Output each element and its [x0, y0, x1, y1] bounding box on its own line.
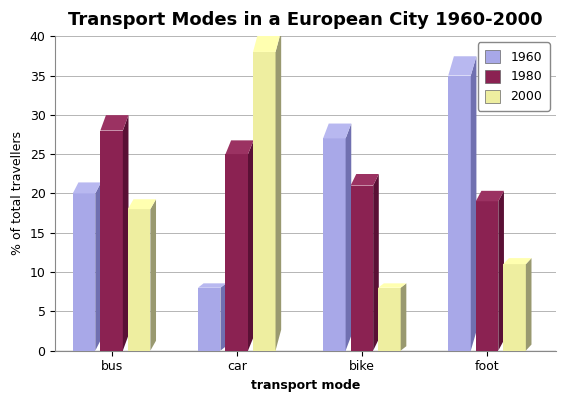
Bar	[100, 131, 123, 351]
Polygon shape	[471, 56, 476, 351]
Polygon shape	[476, 191, 504, 201]
Polygon shape	[123, 115, 129, 351]
Polygon shape	[95, 183, 101, 351]
Bar	[503, 264, 526, 351]
Bar	[323, 138, 346, 351]
Bar	[198, 288, 221, 351]
Bar	[350, 185, 373, 351]
Polygon shape	[100, 115, 129, 131]
Bar	[55, 351, 556, 359]
Polygon shape	[128, 199, 156, 209]
Polygon shape	[378, 283, 407, 288]
Bar	[128, 209, 150, 351]
Bar	[73, 193, 95, 351]
Polygon shape	[323, 124, 352, 138]
Polygon shape	[276, 31, 281, 351]
Polygon shape	[248, 140, 253, 351]
Polygon shape	[350, 174, 379, 185]
Polygon shape	[221, 283, 226, 351]
Polygon shape	[373, 174, 379, 351]
Polygon shape	[346, 124, 352, 351]
Y-axis label: % of total travellers: % of total travellers	[11, 131, 24, 256]
Polygon shape	[448, 56, 476, 75]
Bar	[378, 288, 401, 351]
Title: Transport Modes in a European City 1960-2000: Transport Modes in a European City 1960-…	[68, 11, 543, 29]
X-axis label: transport mode: transport mode	[251, 379, 360, 392]
Bar	[448, 75, 471, 351]
Polygon shape	[150, 199, 156, 351]
Polygon shape	[198, 283, 226, 288]
Polygon shape	[498, 191, 504, 351]
Bar	[226, 154, 248, 351]
Polygon shape	[226, 140, 253, 154]
Bar	[253, 52, 276, 351]
Bar	[476, 201, 498, 351]
Polygon shape	[526, 258, 531, 351]
Polygon shape	[253, 31, 281, 52]
Legend: 1960, 1980, 2000: 1960, 1980, 2000	[478, 42, 549, 111]
Polygon shape	[401, 283, 407, 351]
Polygon shape	[73, 183, 101, 193]
Polygon shape	[503, 258, 531, 264]
